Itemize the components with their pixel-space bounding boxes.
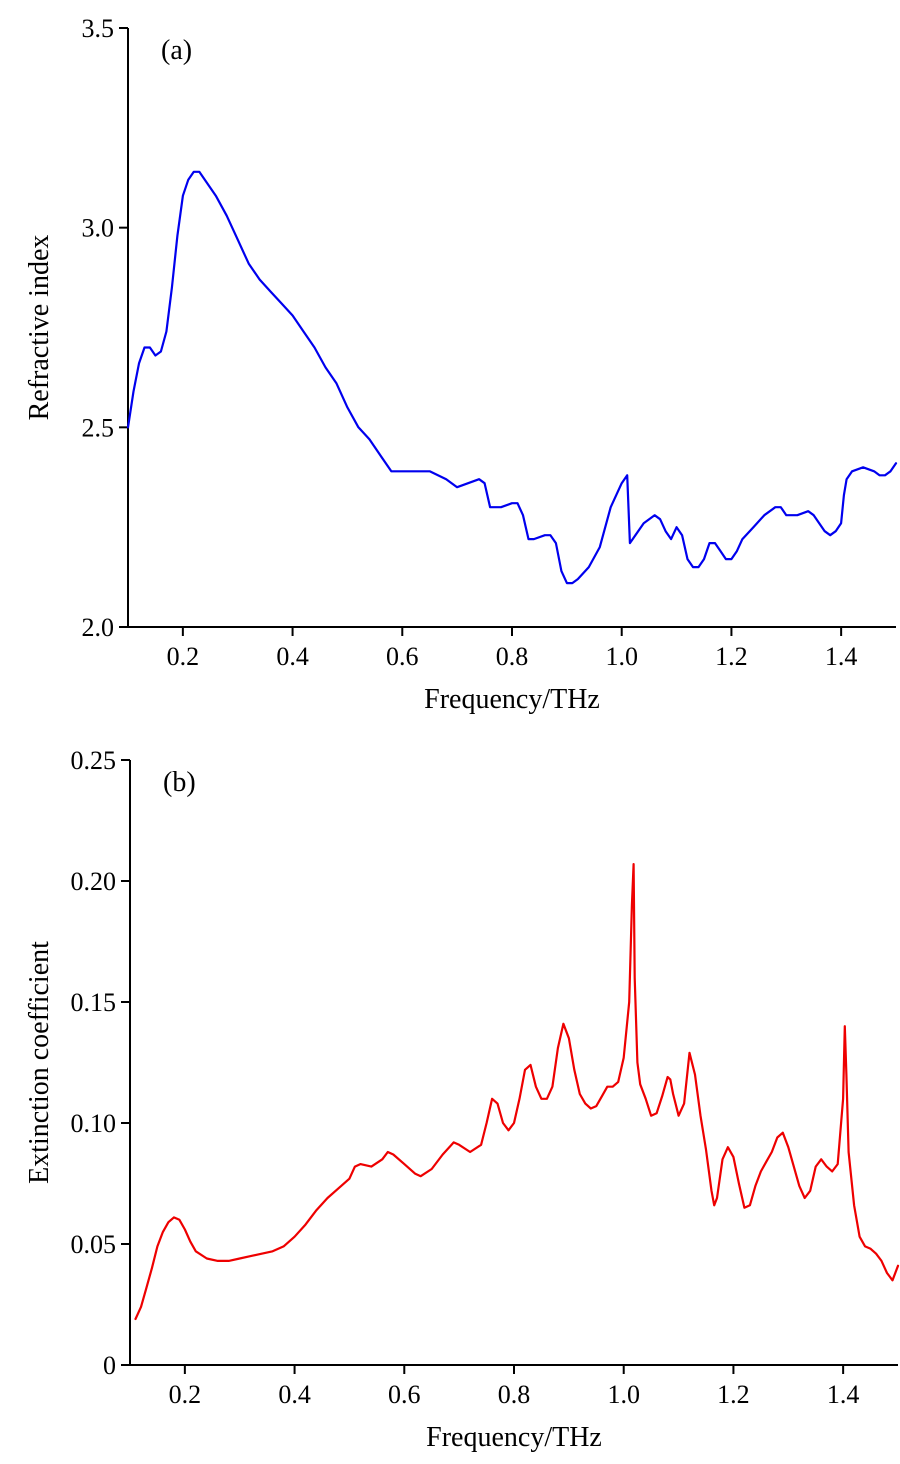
x-axis-title: Frequency/THz [426,1422,602,1453]
x-tick-label: 1.2 [715,642,748,671]
panel-label: (b) [163,767,196,798]
x-tick-label: 1.0 [605,642,638,671]
x-tick-label: 1.0 [607,1380,640,1409]
series-line [134,862,900,1321]
y-tick-label: 3.5 [82,14,115,43]
x-tick-label: 0.6 [388,1380,421,1409]
panel-a-refractive-index: 2.0 2.5 3.0 3.5 0.2 0.4 0.6 0.8 1.0 1.2 1.4 Frequen… [24,14,898,715]
y-tick-label: 0 [103,1351,116,1380]
y-axis-title: Refractive index [24,235,55,421]
series-line [126,170,898,585]
x-tick-label: 0.4 [278,1380,311,1409]
x-axis-title: Frequency/THz [424,684,600,715]
x-tick-label: 0.2 [167,642,200,671]
x-tick-label: 0.6 [386,642,419,671]
x-tick-label: 1.2 [717,1380,750,1409]
x-tick-label: 0.2 [169,1380,202,1409]
x-tick-label: 1.4 [827,1380,860,1409]
x-tick-label: 0.4 [276,642,309,671]
y-tick-label: 0.15 [71,988,117,1017]
y-tick-label: 3.0 [82,214,115,243]
panel-b-extinction-coefficient: 0 0.05 0.10 0.15 0.20 0.25 0.2 0.4 0.6 0.8 1.0 1.2 1… [24,746,900,1453]
y-tick-label: 2.0 [82,613,115,642]
x-tick-label: 0.8 [496,642,529,671]
y-tick-label: 2.5 [82,413,115,442]
x-tick-label: 0.8 [498,1380,531,1409]
x-tick-label: 1.4 [825,642,858,671]
y-axis-title: Extinction coefficient [24,941,55,1184]
y-tick-label: 0.10 [71,1109,117,1138]
y-tick-label: 0.25 [71,746,117,775]
y-tick-label: 0.05 [71,1230,117,1259]
panel-label: (a) [161,35,192,66]
y-tick-label: 0.20 [71,867,117,896]
